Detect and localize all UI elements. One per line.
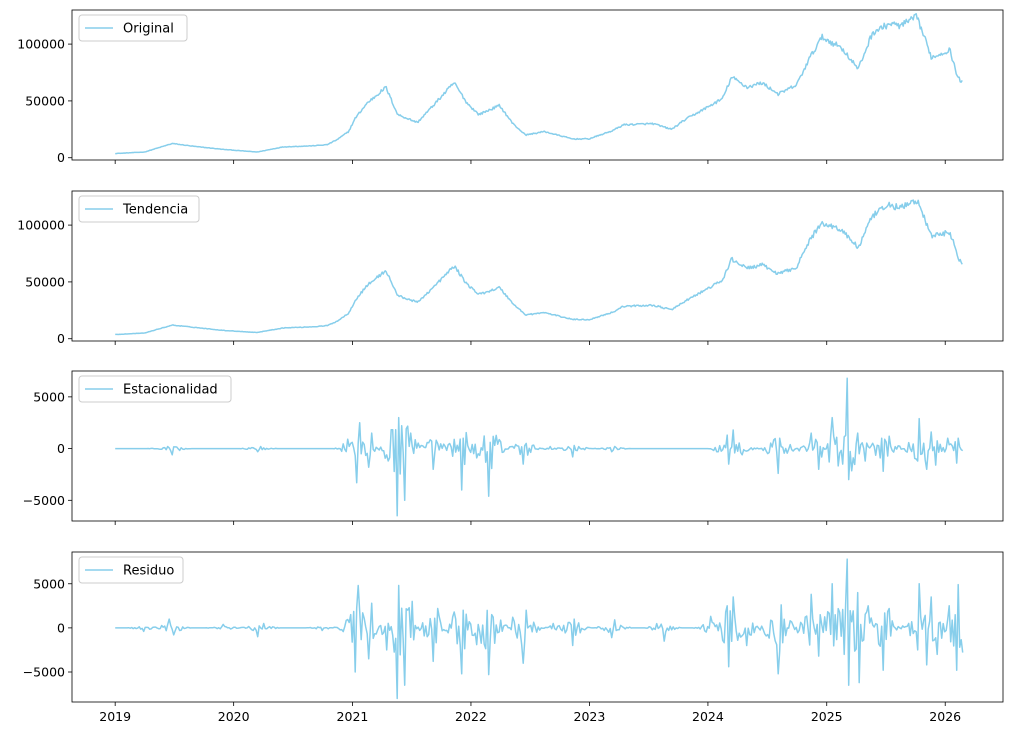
legend-label: Tendencia: [122, 203, 188, 218]
legend-box: [78, 195, 200, 223]
axes-frame: [71, 9, 1004, 161]
panel-3: −5000 0 5000 Estacionalidad: [23, 370, 1004, 525]
panel-1: 0 50000 100000 Original: [17, 9, 1004, 165]
series-line-estacionalidad: [115, 377, 964, 517]
x-tick-label: 2026: [929, 709, 961, 724]
y-tick-label: 50000: [25, 93, 65, 108]
y-tick-label: 50000: [25, 274, 65, 289]
x-tick-label: 2019: [99, 709, 131, 724]
legend-label: Original: [123, 22, 174, 37]
x-tick-label: 2021: [337, 709, 369, 724]
x-tick-label: 2025: [811, 709, 843, 724]
panel-2: 0 50000 100000 Tendencia: [17, 190, 1004, 346]
axes-frame: [71, 370, 1004, 522]
x-tick-label: 2020: [218, 709, 250, 724]
y-tick-label: 0: [57, 620, 65, 635]
axes-frame: [71, 551, 1004, 703]
legend-box: [78, 14, 188, 42]
y-tick-label: 0: [57, 331, 65, 346]
legend: Residuo: [78, 556, 184, 584]
y-tick-label: −5000: [23, 665, 65, 680]
y-tick-label: −5000: [23, 493, 65, 508]
legend: Estacionalidad: [78, 375, 232, 403]
y-tick-label: 0: [57, 150, 65, 165]
y-tick-label: 5000: [33, 576, 65, 591]
x-tick-label: 2023: [574, 709, 606, 724]
series-line-residuo: [115, 558, 964, 700]
x-tick-label: 2024: [692, 709, 724, 724]
legend: Tendencia: [78, 195, 200, 223]
y-tick-label: 0: [57, 441, 65, 456]
panel-4: −5000 0 5000 2019 2020 2021 2022 2023 2024 2025 20…: [23, 551, 1004, 724]
series-line-original: [115, 13, 963, 155]
legend: Original: [78, 14, 188, 42]
series-line-tendencia: [115, 199, 963, 336]
legend-box: [78, 375, 232, 403]
x-tick-label: 2022: [455, 709, 487, 724]
y-tick-label: 100000: [17, 37, 65, 52]
legend-box: [78, 556, 184, 584]
legend-label: Residuo: [123, 564, 174, 579]
y-tick-label: 100000: [17, 218, 65, 233]
axes-frame: [71, 190, 1004, 342]
legend-label: Estacionalidad: [123, 383, 218, 398]
y-tick-label: 5000: [33, 389, 65, 404]
